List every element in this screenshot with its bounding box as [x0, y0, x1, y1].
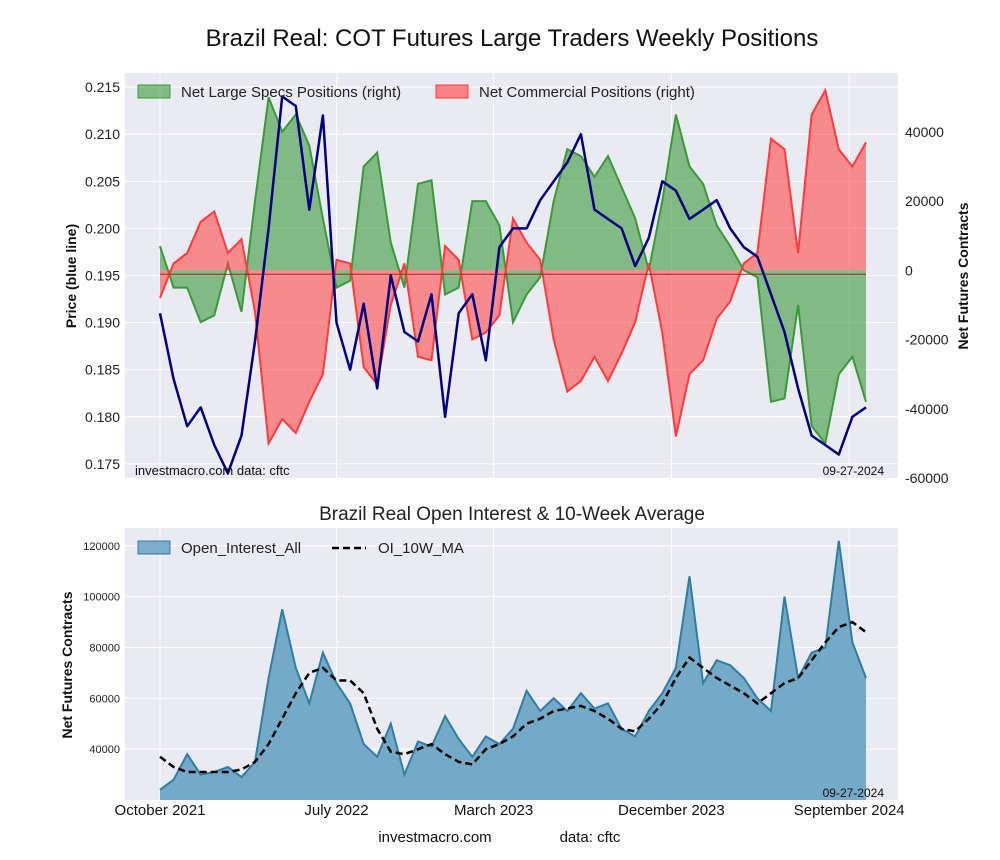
commercial-line [159, 87, 867, 447]
price-line-group [158, 95, 867, 475]
legend-label-oi: Open_Interest_All [181, 540, 301, 557]
left-tick-label: 0.205 [85, 173, 120, 189]
bottom-tick-label: 100000 [83, 592, 120, 604]
open-interest-area [160, 540, 866, 800]
price-line [158, 95, 867, 475]
right-tick-label: -60000 [905, 470, 949, 486]
bottom-chart-title: Brazil Real Open Interest & 10-Week Aver… [319, 504, 705, 525]
bottom-tick-label: 60000 [89, 693, 120, 705]
left-tick-label: 0.185 [85, 362, 120, 378]
left-tick-label: 0.195 [85, 268, 120, 284]
x-tick-label: March 2023 [454, 802, 533, 819]
top-panel: 0.175 0.180 0.185 0.190 0.195 0.200 0.205 0.210… [63, 73, 971, 486]
bottom-tick-label: 120000 [83, 541, 120, 553]
right-tick-label: 40000 [905, 124, 944, 140]
x-axis-ticks: October 2021 July 2022 March 2023 December … [115, 802, 905, 819]
bottom-tick-label: 80000 [89, 642, 120, 654]
left-axis-label: Price (blue line) [63, 224, 79, 328]
left-tick-label: 0.175 [85, 456, 120, 472]
right-tick-label: -40000 [905, 401, 949, 417]
legend-label-commercial: Net Commercial Positions (right) [479, 84, 695, 101]
specs-area [160, 97, 866, 444]
bottom-legend: Open_Interest_All OI_10W_MA [137, 540, 464, 557]
right-tick-label: -20000 [905, 332, 949, 348]
right-axis-ticks: -60000 -40000 -20000 0 20000 40000 [905, 124, 949, 486]
bottom-date-note: 09-27-2024 [823, 786, 885, 800]
left-axis-ticks: 0.175 0.180 0.185 0.190 0.195 0.200 0.205 0.210… [85, 79, 120, 472]
open-interest-line [159, 540, 867, 791]
bottom-y-ticks: 40000 60000 80000 100000 120000 [83, 541, 120, 756]
top-watermark: investmacro.com data: cftc [135, 463, 290, 478]
bottom-panel: 40000 60000 80000 100000 120000 Net Futures … [59, 528, 898, 800]
right-axis-label: Net Futures Contracts [955, 202, 971, 349]
commercial-area [160, 90, 866, 444]
right-tick-label: 20000 [905, 193, 944, 209]
legend-swatch-commercial [435, 84, 469, 99]
left-tick-label: 0.210 [85, 126, 120, 142]
right-tick-label: 0 [905, 262, 913, 278]
left-tick-label: 0.215 [85, 79, 120, 95]
legend-label-ma: OI_10W_MA [378, 540, 464, 557]
top-date-note: 09-27-2024 [823, 464, 885, 478]
legend-swatch-specs [137, 84, 171, 99]
left-tick-label: 0.200 [85, 220, 120, 236]
top-legend: Net Large Specs Positions (right) Net Co… [137, 84, 695, 101]
x-tick-label: December 2023 [618, 802, 725, 819]
legend-label-specs: Net Large Specs Positions (right) [181, 84, 401, 101]
left-tick-label: 0.180 [85, 409, 120, 425]
left-tick-label: 0.190 [85, 315, 120, 331]
chart-title: Brazil Real: COT Futures Large Traders W… [206, 25, 819, 52]
top-position-areas [159, 87, 867, 447]
open-interest-area-group [159, 540, 867, 800]
moving-average-line [159, 620, 867, 774]
footer-data: data: cftc [560, 829, 621, 846]
legend-swatch-oi [137, 540, 171, 555]
x-tick-label: September 2024 [794, 802, 905, 819]
x-tick-label: July 2022 [304, 802, 368, 819]
bottom-y-axis-label: Net Futures Contracts [59, 591, 75, 738]
footer-source: investmacro.com [378, 829, 491, 846]
specs-line [159, 96, 867, 446]
bottom-tick-label: 40000 [89, 744, 120, 756]
moving-average-group [159, 620, 867, 774]
x-tick-label: October 2021 [115, 802, 206, 819]
